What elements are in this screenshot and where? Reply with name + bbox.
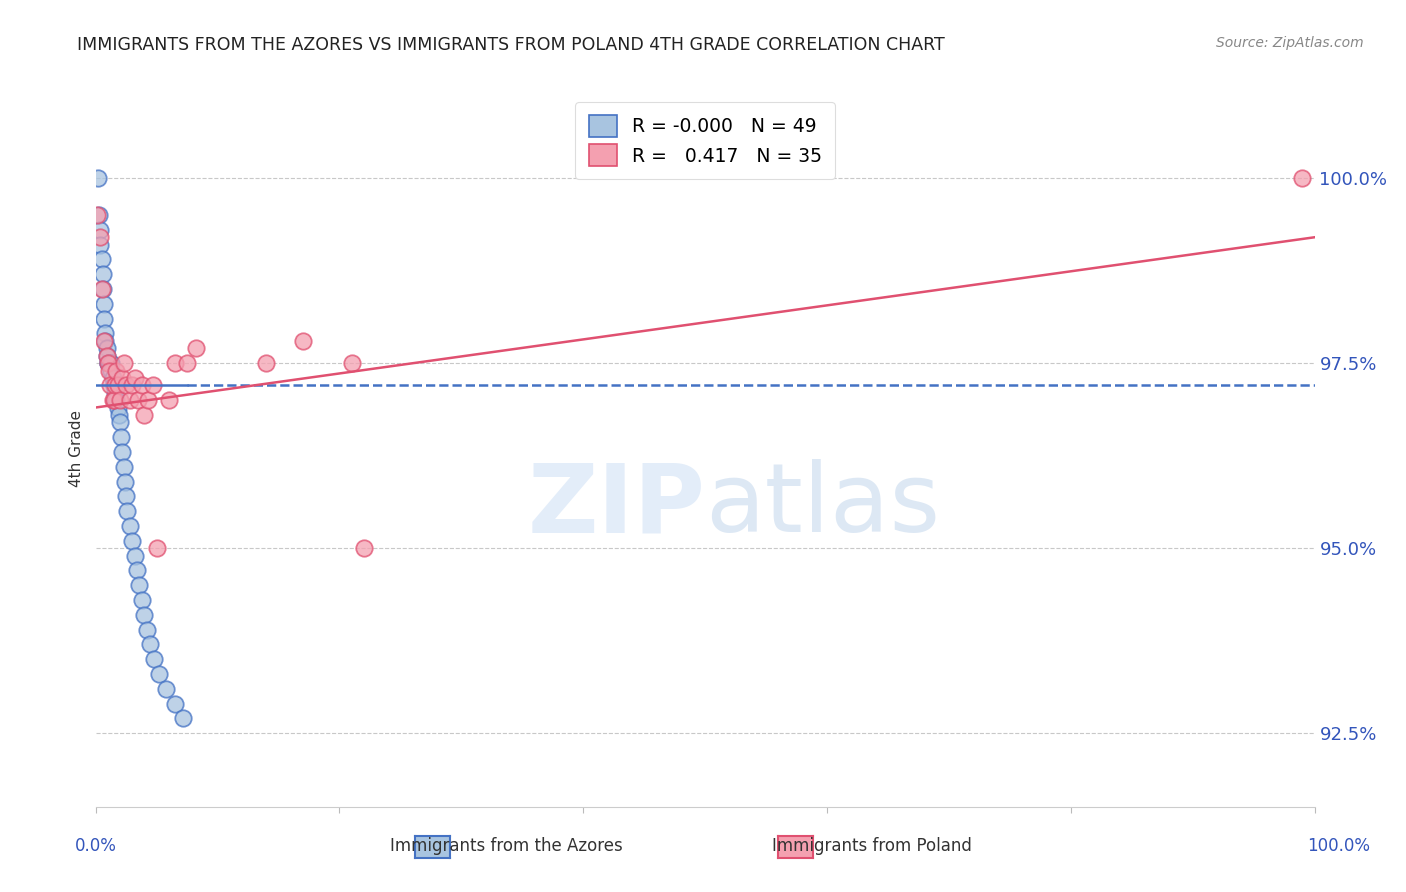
Point <box>111 371 134 385</box>
Point <box>89 223 111 237</box>
Point <box>96 349 118 363</box>
Text: atlas: atlas <box>706 459 941 552</box>
Point <box>121 378 143 392</box>
Point <box>98 378 121 392</box>
Text: 0.0%: 0.0% <box>75 837 117 855</box>
Point <box>1291 171 1313 186</box>
Point <box>134 607 156 622</box>
Point <box>143 652 166 666</box>
Point <box>114 475 136 489</box>
Point <box>124 549 146 563</box>
Point <box>105 393 128 408</box>
Point <box>103 378 125 392</box>
Point <box>107 401 129 415</box>
Point <box>112 459 135 474</box>
Y-axis label: 4th Grade: 4th Grade <box>69 409 84 487</box>
Point <box>91 282 114 296</box>
Point <box>254 356 277 370</box>
Point <box>136 393 159 408</box>
Text: Immigrants from the Azores: Immigrants from the Azores <box>389 837 623 855</box>
Point <box>148 667 170 681</box>
Point <box>98 363 121 377</box>
Point <box>340 356 363 370</box>
Point <box>100 363 122 377</box>
Point <box>103 378 125 392</box>
Point <box>112 356 135 370</box>
Point <box>176 356 198 370</box>
Point <box>96 349 118 363</box>
Point <box>94 334 117 348</box>
Point <box>128 578 150 592</box>
Point <box>127 393 149 408</box>
Point <box>118 393 141 408</box>
Point <box>89 208 111 222</box>
Point <box>139 637 162 651</box>
Point <box>107 408 129 422</box>
Point <box>101 371 124 385</box>
Point <box>104 385 127 400</box>
Point <box>163 356 186 370</box>
Point <box>131 593 153 607</box>
Point <box>86 208 108 222</box>
Point <box>91 267 114 281</box>
Point <box>135 623 157 637</box>
Point <box>115 378 138 392</box>
Point <box>163 697 186 711</box>
Point <box>111 445 134 459</box>
Point <box>157 393 180 408</box>
Point <box>93 311 115 326</box>
Point <box>100 356 122 370</box>
Point <box>90 252 112 267</box>
Point <box>103 393 125 408</box>
Text: IMMIGRANTS FROM THE AZORES VS IMMIGRANTS FROM POLAND 4TH GRADE CORRELATION CHART: IMMIGRANTS FROM THE AZORES VS IMMIGRANTS… <box>77 36 945 54</box>
Point <box>97 356 120 370</box>
Point <box>87 171 110 186</box>
Point <box>115 489 138 503</box>
Point <box>184 341 207 355</box>
Point <box>104 393 127 408</box>
Text: 100.0%: 100.0% <box>1308 837 1369 855</box>
Point <box>155 681 177 696</box>
Point <box>90 282 112 296</box>
Point <box>104 378 127 392</box>
Point <box>89 237 111 252</box>
Point <box>89 230 111 244</box>
Point <box>131 378 153 392</box>
Point <box>353 541 375 556</box>
Point <box>125 563 148 577</box>
Point <box>121 533 143 548</box>
Point <box>134 408 156 422</box>
Point <box>96 341 118 355</box>
Point <box>97 356 120 370</box>
Point <box>98 356 121 370</box>
Point <box>105 363 128 377</box>
Point <box>118 519 141 533</box>
Text: Source: ZipAtlas.com: Source: ZipAtlas.com <box>1216 36 1364 50</box>
Point <box>101 393 124 408</box>
Point <box>94 326 117 341</box>
Point <box>93 334 115 348</box>
Point <box>97 356 120 370</box>
Text: Immigrants from Poland: Immigrants from Poland <box>772 837 972 855</box>
Point <box>98 356 121 370</box>
Point <box>107 378 129 392</box>
Text: ZIP: ZIP <box>527 459 706 552</box>
Point <box>145 541 167 556</box>
Point <box>108 415 131 429</box>
Point <box>108 393 131 408</box>
Point <box>98 356 121 370</box>
Point <box>110 430 132 444</box>
Point <box>142 378 165 392</box>
Legend: R = -0.000   N = 49, R =   0.417   N = 35: R = -0.000 N = 49, R = 0.417 N = 35 <box>575 103 835 179</box>
Point <box>172 711 194 725</box>
Point <box>291 334 314 348</box>
Point <box>117 504 139 518</box>
Point <box>124 371 146 385</box>
Point <box>93 297 115 311</box>
